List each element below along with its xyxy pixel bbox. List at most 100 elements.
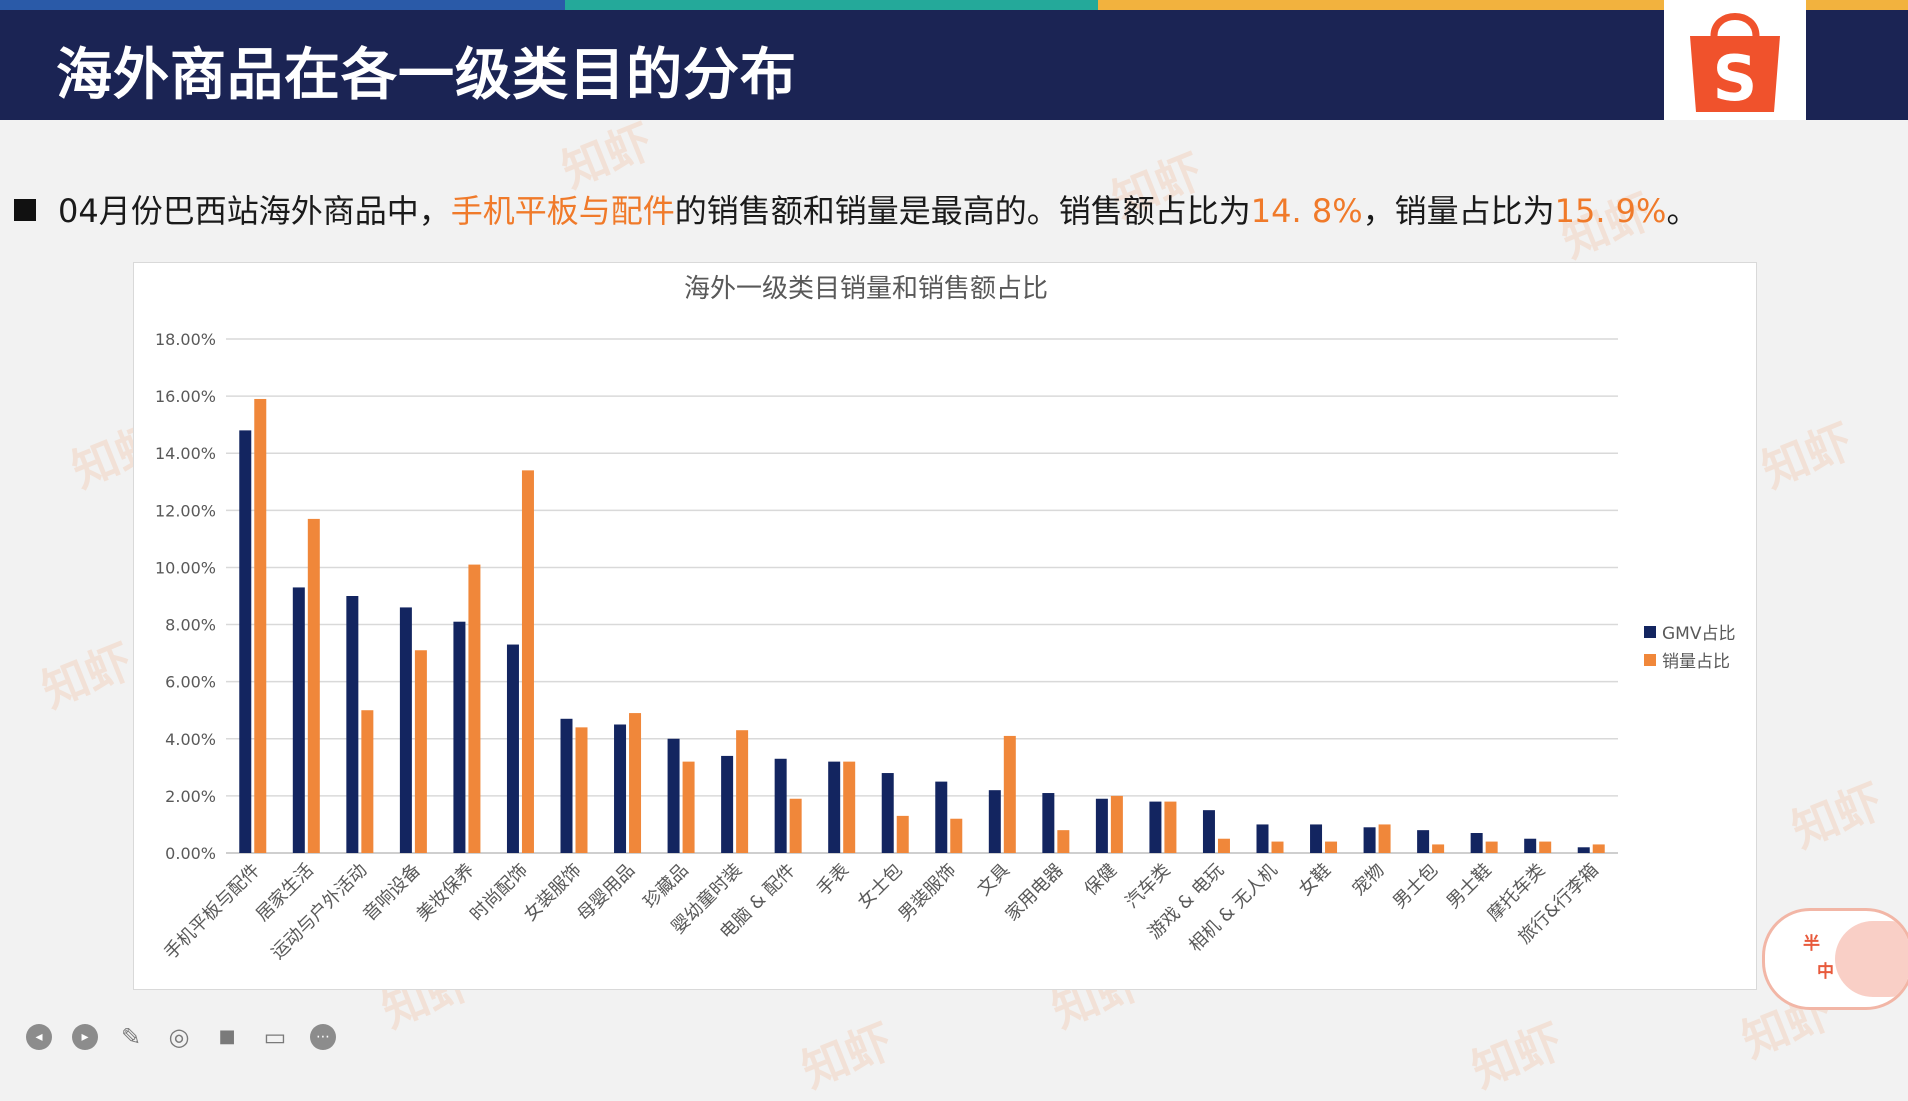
bar-sales: [1271, 841, 1284, 853]
bar-sales: [896, 815, 909, 853]
bar-sales: [521, 470, 534, 853]
chart-legend: GMV占比 销量占比: [1644, 620, 1735, 676]
bar-gmv: [239, 430, 252, 853]
bar-sales: [1003, 735, 1016, 853]
bar-sales: [361, 710, 374, 853]
bar-gmv: [721, 755, 734, 853]
bar-sales: [1592, 844, 1605, 853]
bar-chart: 0.00% 2.00% 4.00% 6.00% 8.00% 10.00% 12.00% 14.…: [155, 330, 1618, 964]
bar-gmv: [614, 724, 627, 853]
bar-sales: [1164, 801, 1177, 853]
header-band: [0, 10, 1908, 120]
video-icon[interactable]: ■: [218, 1026, 236, 1047]
comment-icon[interactable]: ▭: [263, 1023, 287, 1051]
bar-sales: [736, 730, 749, 853]
y-tick-label: 2.00%: [165, 787, 216, 806]
bag-body: [1690, 36, 1780, 112]
bar-sales: [629, 713, 642, 853]
bar-sales: [254, 398, 267, 853]
bar-gmv: [1577, 847, 1590, 853]
bar-sales: [307, 518, 320, 853]
header-stripe: [0, 0, 1908, 10]
x-tick-label: 汽车类: [1121, 860, 1174, 913]
legend-item-gmv: GMV占比: [1644, 620, 1735, 648]
legend-label: GMV占比: [1662, 624, 1736, 644]
x-tick-label: 手机平板与配件: [160, 860, 264, 964]
bar-gmv: [506, 644, 519, 853]
stripe-segment: [565, 0, 1098, 10]
bar-gmv: [667, 738, 680, 853]
x-tick-label: 时尚配饰: [466, 860, 532, 926]
x-tick-label: 男士包: [1389, 860, 1442, 913]
bar-sales: [1485, 841, 1498, 853]
bar-gmv: [560, 718, 573, 853]
x-tick-label: 运动与户外活动: [267, 860, 371, 964]
bullet-square-icon: [14, 199, 36, 221]
summary-text: 04月份巴西站海外商品中，手机平板与配件的销售额和销量是最高的。销售额占比为14…: [14, 186, 1904, 232]
bar-sales: [414, 650, 427, 853]
x-tick-label: 文具: [974, 860, 1014, 900]
x-tick-label: 男装服饰: [895, 860, 961, 926]
bar-gmv: [935, 781, 948, 853]
x-tick-label: 母婴用品: [573, 860, 639, 926]
logo-letter: S: [1713, 42, 1758, 115]
legend-swatch: [1644, 654, 1656, 666]
bar-gmv: [453, 621, 466, 853]
bar-gmv: [1310, 824, 1323, 853]
bar-gmv: [828, 761, 841, 853]
bar-sales: [682, 761, 695, 853]
bar-sales: [575, 727, 588, 853]
summary-part-2: 的销售额和销量是最高的。销售额占比为: [674, 192, 1251, 230]
y-tick-label: 10.00%: [155, 558, 216, 577]
x-tick-label: 保健: [1081, 860, 1121, 900]
gmv-share-value: 14. 8%: [1250, 192, 1363, 230]
bar-gmv: [1470, 833, 1483, 853]
bar-gmv: [346, 596, 359, 853]
bar-gmv: [1149, 801, 1162, 853]
chart-title: 海外一级类目销量和销售额占比: [683, 274, 1048, 304]
y-tick-label: 16.00%: [155, 387, 216, 406]
bar-sales: [950, 818, 963, 853]
next-icon[interactable]: ▸: [72, 1024, 98, 1050]
prev-icon[interactable]: ◂: [26, 1024, 52, 1050]
sales-share-value: 15. 9%: [1554, 192, 1667, 230]
x-tick-label: 女鞋: [1295, 860, 1335, 900]
x-tick-label: 音响设备: [359, 860, 425, 926]
shopee-logo: S: [1664, 0, 1806, 120]
bar-gmv: [881, 773, 894, 853]
summary-part-1: 04月份巴西站海外商品中，: [58, 192, 451, 230]
pen-icon[interactable]: ✎: [120, 1023, 142, 1051]
bar-sales: [843, 761, 856, 853]
x-tick-label: 宠物: [1348, 860, 1388, 900]
bar-sales: [468, 564, 481, 853]
legend-label: 销量占比: [1662, 652, 1730, 672]
shopping-bag-icon: S: [1690, 13, 1780, 115]
bar-gmv: [774, 758, 787, 853]
x-tick-label: 女装服饰: [520, 860, 586, 926]
screenshot-icon[interactable]: ◎: [168, 1023, 190, 1051]
page-title: 海外商品在各一级类目的分布: [56, 43, 797, 108]
y-tick-label: 0.00%: [165, 844, 216, 863]
mascot-text-1: 半: [1803, 934, 1820, 954]
y-tick-label: 14.00%: [155, 444, 216, 463]
bar-sales: [1432, 844, 1445, 853]
bag-handle: [1710, 13, 1760, 37]
stripe-segment: [1098, 0, 1908, 10]
mascot-widget[interactable]: 半 中: [1762, 908, 1908, 1010]
legend-item-sales: 销量占比: [1644, 648, 1735, 676]
summary-part-4: 。: [1666, 192, 1699, 230]
x-tick-label: 美妆保养: [413, 860, 479, 926]
summary-part-3: ，销量占比为: [1362, 192, 1555, 230]
bar-gmv: [1256, 824, 1269, 853]
bar-gmv: [1417, 830, 1430, 853]
highlight-category: 手机平板与配件: [450, 192, 675, 230]
bar-gmv: [1095, 798, 1108, 853]
x-tick-label: 女士包: [854, 860, 907, 913]
bar-sales: [1057, 830, 1070, 853]
bar-sales: [1325, 841, 1338, 853]
x-tick-label: 家用电器: [1002, 860, 1068, 926]
more-icon[interactable]: ⋯: [310, 1024, 336, 1050]
y-tick-label: 12.00%: [155, 501, 216, 520]
bar-gmv: [1524, 838, 1537, 853]
y-tick-label: 8.00%: [165, 616, 216, 635]
